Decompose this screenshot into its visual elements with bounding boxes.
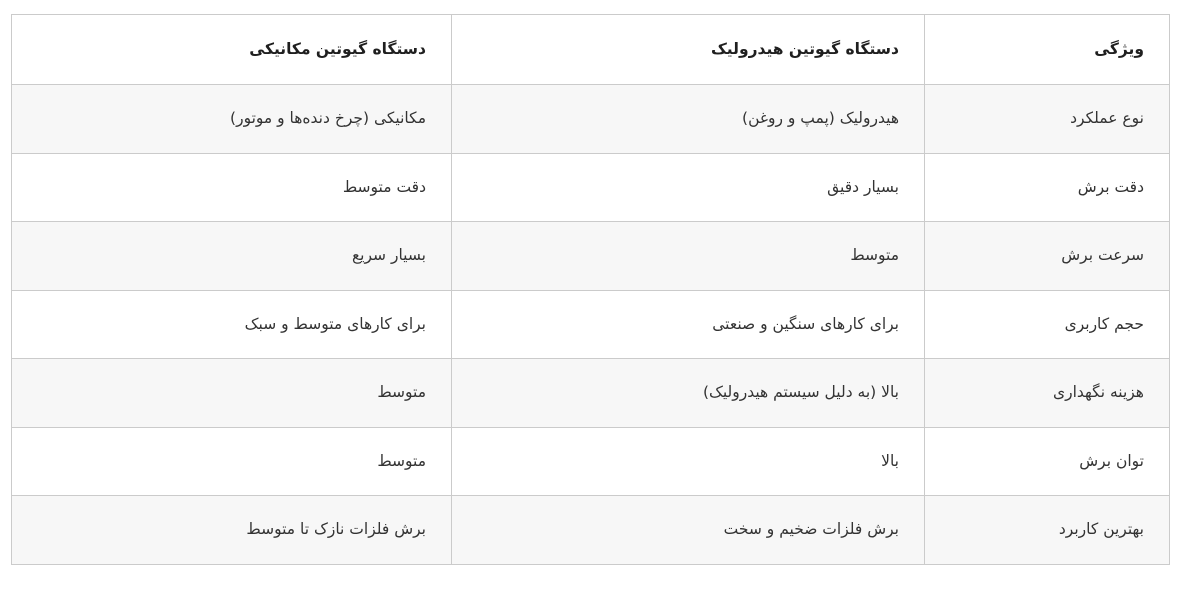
cell-feature: حجم کاربری [924,289,1170,359]
table-row: سرعت برش متوسط بسیار سریع [11,221,1170,291]
cell-feature: بهترین کاربرد [924,495,1170,565]
cell-mechanical: بسیار سریع [11,221,452,291]
table-row: بهترین کاربرد برش فلزات ضخیم و سخت برش ف… [11,495,1170,565]
header-row: ویژگی دستگاه گیوتین هیدرولیک دستگاه گیوت… [11,14,1170,85]
cell-mechanical: برای کارهای متوسط و سبک [11,289,452,359]
cell-hydraulic: هیدرولیک (پمپ و روغن) [451,84,925,154]
cell-mechanical: مکانیکی (چرخ دنده‌ها و موتور) [11,84,452,154]
cell-hydraulic: بالا (به دلیل سیستم هیدرولیک) [451,358,925,428]
cell-hydraulic: برای کارهای سنگین و صنعتی [451,289,925,359]
cell-mechanical: متوسط [11,426,452,496]
cell-hydraulic: متوسط [451,221,925,291]
cell-mechanical: دقت متوسط [11,152,452,222]
cell-mechanical: متوسط [11,358,452,428]
cell-feature: نوع عملکرد [924,84,1170,154]
table-row: دقت برش بسیار دقیق دقت متوسط [11,152,1170,222]
table-row: هزینه نگهداری بالا (به دلیل سیستم هیدرول… [11,358,1170,428]
cell-feature: دقت برش [924,152,1170,222]
cell-feature: سرعت برش [924,221,1170,291]
table-row: توان برش بالا متوسط [11,426,1170,496]
cell-feature: توان برش [924,426,1170,496]
cell-hydraulic: بالا [451,426,925,496]
table-header: ویژگی دستگاه گیوتین هیدرولیک دستگاه گیوت… [11,14,1170,85]
cell-hydraulic: بسیار دقیق [451,152,925,222]
guillotine-comparison-table: ویژگی دستگاه گیوتین هیدرولیک دستگاه گیوت… [11,14,1170,565]
table-row: نوع عملکرد هیدرولیک (پمپ و روغن) مکانیکی… [11,84,1170,154]
cell-mechanical: برش فلزات نازک تا متوسط [11,495,452,565]
header-cell-feature: ویژگی [924,14,1170,85]
cell-hydraulic: برش فلزات ضخیم و سخت [451,495,925,565]
cell-feature: هزینه نگهداری [924,358,1170,428]
table-row: حجم کاربری برای کارهای سنگین و صنعتی برا… [11,289,1170,359]
header-cell-hydraulic: دستگاه گیوتین هیدرولیک [451,14,925,85]
table-body: نوع عملکرد هیدرولیک (پمپ و روغن) مکانیکی… [11,84,1170,565]
header-cell-mechanical: دستگاه گیوتین مکانیکی [11,14,452,85]
